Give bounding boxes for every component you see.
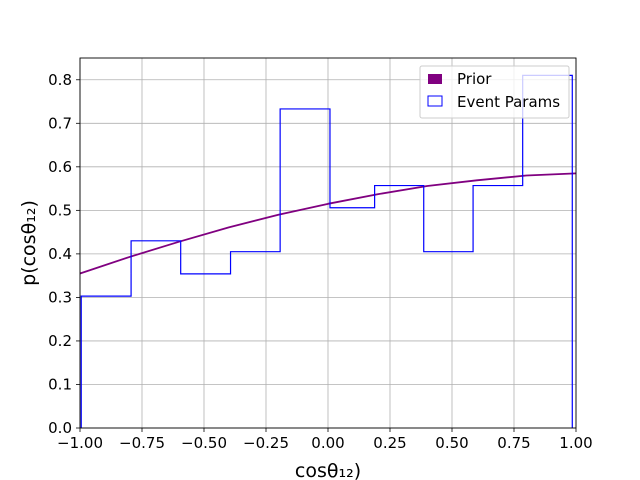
- grid-lines: [79, 58, 577, 429]
- y-tick-label: 0.8: [48, 71, 72, 89]
- x-tick-label: 0.25: [373, 434, 406, 452]
- x-tick-label: −1.00: [57, 434, 103, 452]
- legend-box: [419, 65, 570, 119]
- event-params-histogram: [80, 74, 573, 428]
- legend-swatch-event-params: [427, 95, 443, 107]
- legend-label-event-params: Event Params: [457, 93, 560, 111]
- y-axis-ticks: 0.0 0.1 0.2 0.3 0.4 0.5 0.6 0.7 0.8: [48, 71, 80, 437]
- y-tick-label: 0.3: [48, 288, 72, 306]
- y-tick-label: 0.1: [48, 375, 72, 393]
- legend-label-prior: Prior: [457, 70, 492, 88]
- y-tick-label: 0.6: [48, 158, 72, 176]
- x-axis-title: cosθ₁₂): [295, 460, 361, 480]
- x-tick-label: 0.50: [435, 434, 468, 452]
- plot-series: [79, 74, 577, 428]
- legend-swatch-prior: [428, 74, 442, 84]
- x-tick-label: 0.00: [311, 434, 344, 452]
- x-tick-label: −0.50: [181, 434, 227, 452]
- x-tick-label: 0.75: [497, 434, 530, 452]
- x-tick-label: −0.25: [243, 434, 289, 452]
- y-tick-label: 0.5: [48, 201, 72, 219]
- y-tick-label: 0.0: [48, 419, 72, 437]
- plot-frame: [79, 57, 577, 429]
- y-axis-title: p(cosθ₁₂): [18, 200, 40, 286]
- x-tick-label: −0.75: [119, 434, 165, 452]
- prior-line: [79, 172, 577, 275]
- y-tick-label: 0.4: [48, 245, 72, 263]
- x-axis-ticks: −1.00 −0.75 −0.50 −0.25 0.00 0.25 0.50 0.75 1.00: [57, 428, 593, 452]
- y-tick-label: 0.7: [48, 114, 72, 132]
- y-tick-label: 0.2: [48, 332, 72, 350]
- x-tick-label: 1.00: [559, 434, 592, 452]
- legend: Prior Event Params: [419, 65, 570, 119]
